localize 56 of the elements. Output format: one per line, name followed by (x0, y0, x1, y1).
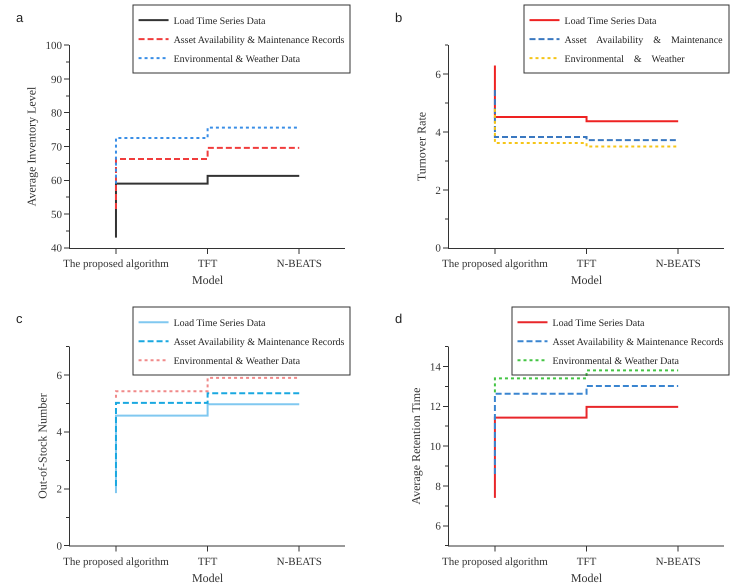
y-tick-label: 50 (50, 208, 62, 221)
x-tick-label: The proposed algorithm (63, 556, 170, 568)
x-axis-title: Model (192, 570, 224, 585)
y-tick-label: 2 (56, 484, 62, 496)
x-tick-label: N-BEATS (656, 258, 701, 270)
chart-title: d (395, 311, 402, 326)
legend-label: Asset Availability & Maintenance Records (174, 337, 345, 348)
x-tick-label: TFT (198, 556, 218, 568)
chart-title: a (16, 10, 24, 25)
x-tick-label: The proposed algorithm (442, 556, 548, 568)
x-tick-label: N-BEATS (276, 258, 322, 270)
legend-label: Load Time Series Data (564, 16, 657, 28)
y-tick-label: 100 (45, 40, 62, 52)
x-axis-title: Model (570, 570, 603, 585)
y-tick-label: 6 (435, 68, 442, 81)
legend-label: Asset Availability & Maintenance Records (174, 35, 345, 46)
y-tick-label: 70 (50, 141, 62, 154)
y-tick-label: 80 (50, 108, 62, 120)
y-tick-label: 4 (56, 426, 62, 439)
x-axis-title: Model (192, 272, 224, 287)
y-tick-label: 6 (56, 370, 62, 382)
x-tick-label: TFT (198, 258, 218, 270)
legend-label: Environmental & Weather (564, 54, 686, 66)
legend-label: Asset Availability & Maintenance (564, 35, 724, 46)
x-axis-title: Model (570, 272, 603, 287)
y-tick-label: 0 (435, 242, 442, 255)
legend-label: Load Time Series Data (174, 16, 266, 28)
y-axis-title: Average Inventory Level (24, 86, 39, 206)
y-tick-label: 4 (435, 126, 442, 139)
x-tick-label: N-BEATS (276, 556, 322, 568)
x-tick-label: TFT (576, 556, 597, 568)
y-tick-label: 2 (435, 184, 441, 197)
y-tick-label: 8 (435, 480, 442, 493)
y-tick-label: 12 (430, 401, 441, 414)
legend-label: Load Time Series Data (552, 318, 645, 330)
y-tick-label: 10 (430, 440, 442, 453)
y-tick-label: 40 (50, 242, 62, 255)
legend-label: Load Time Series Data (174, 318, 266, 330)
x-tick-label: TFT (576, 258, 597, 270)
y-axis-title: Average Retention Time (409, 388, 424, 505)
y-tick-label: 90 (50, 74, 62, 86)
chart-title: b (395, 10, 402, 25)
y-axis-title: Out-of-Stock Number (36, 393, 50, 499)
legend-label: Asset Availability & Maintenance Records (552, 337, 724, 348)
x-tick-label: N-BEATS (656, 556, 701, 568)
legend-label: Environmental & Weather Data (174, 54, 301, 66)
y-tick-label: 6 (435, 520, 442, 533)
y-tick-label: 14 (430, 361, 442, 374)
x-tick-label: The proposed algorithm (63, 258, 170, 270)
x-tick-label: The proposed algorithm (442, 258, 548, 270)
y-tick-label: 0 (56, 540, 62, 553)
legend-label: Environmental & Weather Data (174, 356, 301, 368)
y-axis-title: Turnover Rate (414, 112, 429, 182)
chart-title: c (16, 311, 23, 326)
legend-label: Environmental & Weather Data (552, 356, 680, 368)
y-tick-label: 60 (50, 175, 62, 188)
